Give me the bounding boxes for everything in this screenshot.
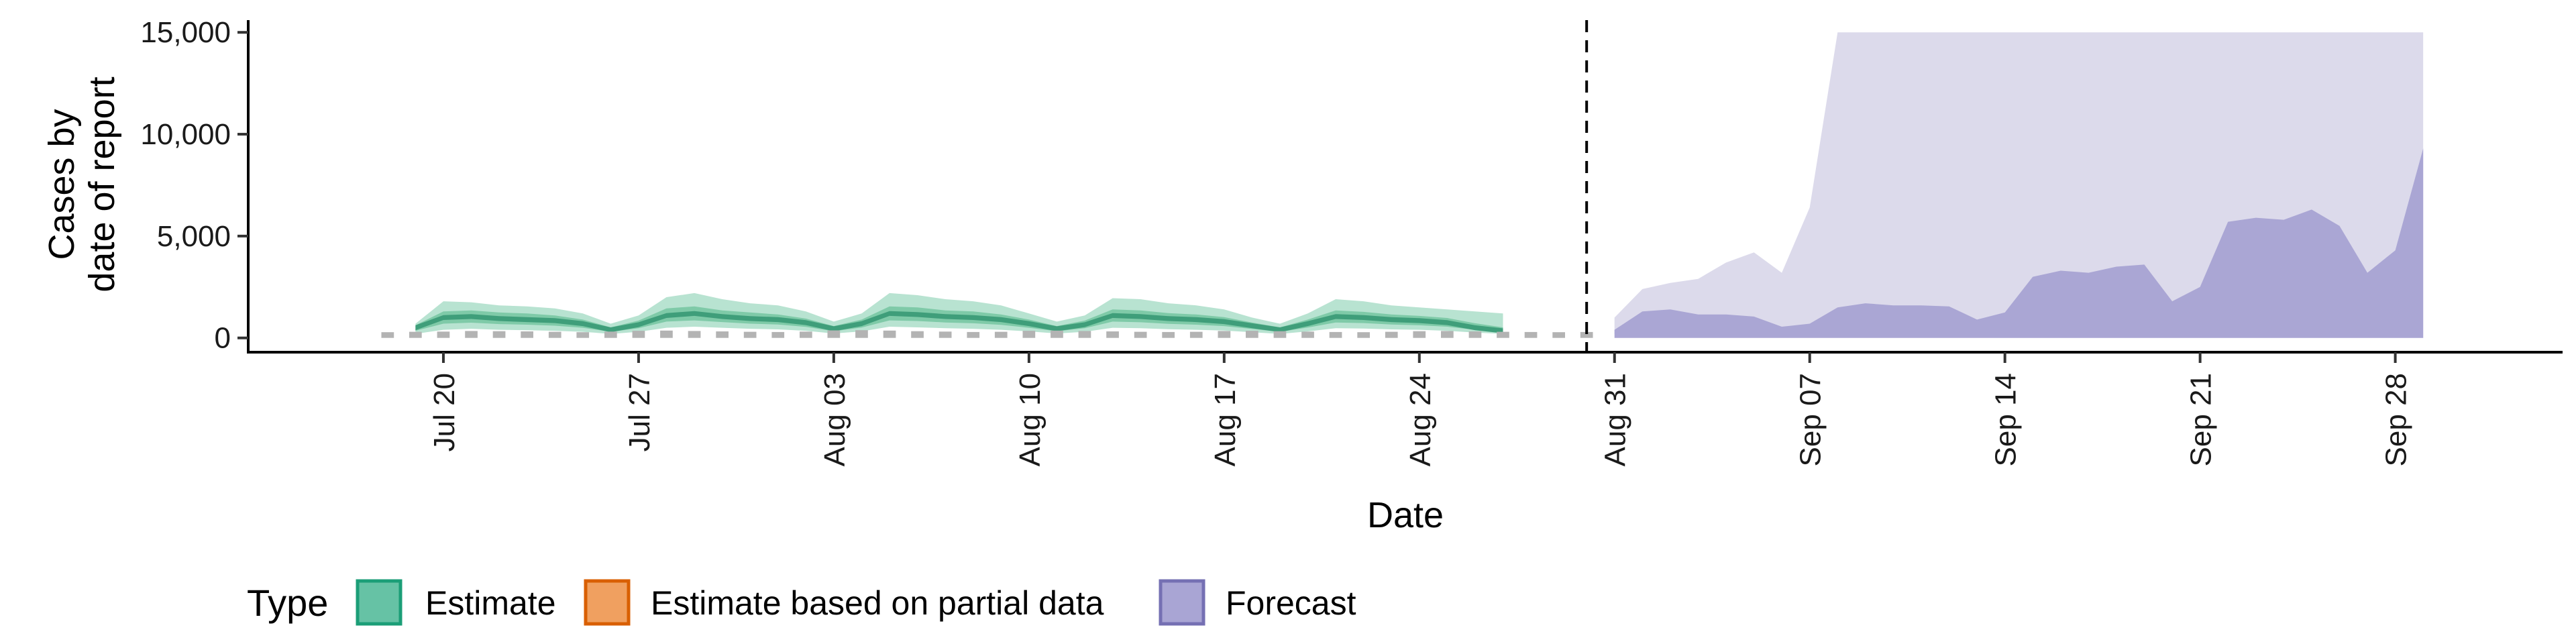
reported-bar (1552, 332, 1565, 338)
x-tick-label: Sep 07 (1794, 373, 1827, 466)
reported-bar (492, 331, 506, 338)
axes-layer (247, 20, 2563, 354)
estimate-bands-layer (415, 292, 1503, 334)
reported-bar (604, 331, 617, 338)
legend-key-forecast (1159, 579, 1205, 626)
reported-bar (1385, 331, 1398, 338)
reported-bar (1051, 330, 1063, 338)
reported-bar (1413, 331, 1426, 338)
reported-bar (1022, 331, 1036, 338)
legend: Type Estimate Estimate based on partial … (247, 579, 1356, 626)
forecast-band-inner (1614, 148, 2424, 338)
x-tick-label: Sep 21 (2185, 373, 2218, 466)
y-tick-label: 5,000 (157, 220, 231, 253)
forecast-bands-layer (1614, 32, 2424, 338)
y-tick-label: 0 (215, 322, 231, 355)
reported-bar (911, 331, 924, 338)
x-axis-title: Date (1367, 495, 1444, 535)
reported-bar (548, 331, 561, 338)
x-tick-label: Aug 03 (818, 373, 851, 466)
reported-bar (994, 331, 1008, 338)
reported-bar (437, 331, 450, 338)
reported-bar (409, 331, 422, 338)
reported-bar (381, 332, 394, 338)
reported-bar (938, 331, 952, 338)
y-tick-label: 10,000 (140, 118, 231, 151)
reported-bar (855, 330, 868, 338)
reported-cases-bars-layer (381, 330, 1593, 338)
legend-title: Type (247, 582, 328, 624)
x-tick-label: Jul 27 (623, 373, 656, 451)
y-axis-title-line-1: Cases by (42, 109, 82, 260)
reported-bar (576, 332, 590, 338)
reported-bar (716, 331, 729, 338)
reported-bar (1468, 331, 1482, 338)
x-tick-label: Aug 17 (1209, 373, 1242, 466)
reported-bar (967, 331, 980, 338)
reported-bar (1078, 331, 1091, 338)
x-tick-label: Aug 31 (1599, 373, 1632, 466)
legend-label-estimate: Estimate (425, 584, 556, 622)
reported-bar (743, 331, 757, 338)
reported-bar (1524, 331, 1538, 338)
reported-bar (1497, 331, 1509, 338)
reported-bar (827, 330, 841, 338)
reported-bar (883, 330, 896, 338)
reported-bar (632, 331, 645, 338)
reported-bar (688, 331, 701, 338)
legend-key-estimate (356, 579, 402, 626)
reported-bar (465, 331, 478, 338)
reported-bar (800, 331, 812, 338)
reported-bar (1189, 331, 1203, 338)
y-ticks: 0 5,000 10,000 15,000 (140, 16, 248, 355)
reported-bar (1329, 331, 1342, 338)
reported-bar (1162, 331, 1175, 338)
reported-bar (1441, 331, 1454, 338)
reported-bar (1246, 331, 1258, 338)
reported-bar (1301, 331, 1314, 338)
legend-label-forecast: Forecast (1226, 584, 1356, 622)
legend-item-partial: Estimate based on partial data (584, 579, 1104, 626)
legend-item-forecast: Forecast (1159, 579, 1356, 626)
y-tick-label: 15,000 (140, 16, 231, 49)
y-axis-title: Cases by date of report (42, 76, 122, 292)
x-tick-label: Sep 14 (1990, 373, 2023, 466)
reported-bar (1580, 331, 1593, 338)
reported-bar (1273, 331, 1287, 338)
legend-key-partial (584, 579, 631, 626)
reported-bar (1357, 332, 1370, 338)
x-ticks: Jul 20 Jul 27 Aug 03 Aug 10 Aug 17 Aug 24 Aug … (428, 352, 2413, 466)
reported-bar (1218, 331, 1231, 338)
reported-bar (1106, 331, 1119, 338)
reported-bar (660, 330, 673, 338)
y-axis-title-line-2: date of report (82, 76, 122, 292)
x-tick-label: Aug 24 (1404, 373, 1437, 466)
reported-bar (1134, 331, 1147, 338)
legend-item-estimate: Estimate (356, 579, 556, 626)
estimate-band-20 (415, 311, 1503, 333)
reported-bar (771, 331, 785, 338)
legend-label-partial: Estimate based on partial data (651, 584, 1104, 622)
reported-bar (521, 331, 533, 338)
x-tick-label: Aug 10 (1014, 373, 1046, 466)
x-tick-label: Sep 28 (2380, 373, 2413, 466)
x-tick-label: Jul 20 (428, 373, 461, 451)
